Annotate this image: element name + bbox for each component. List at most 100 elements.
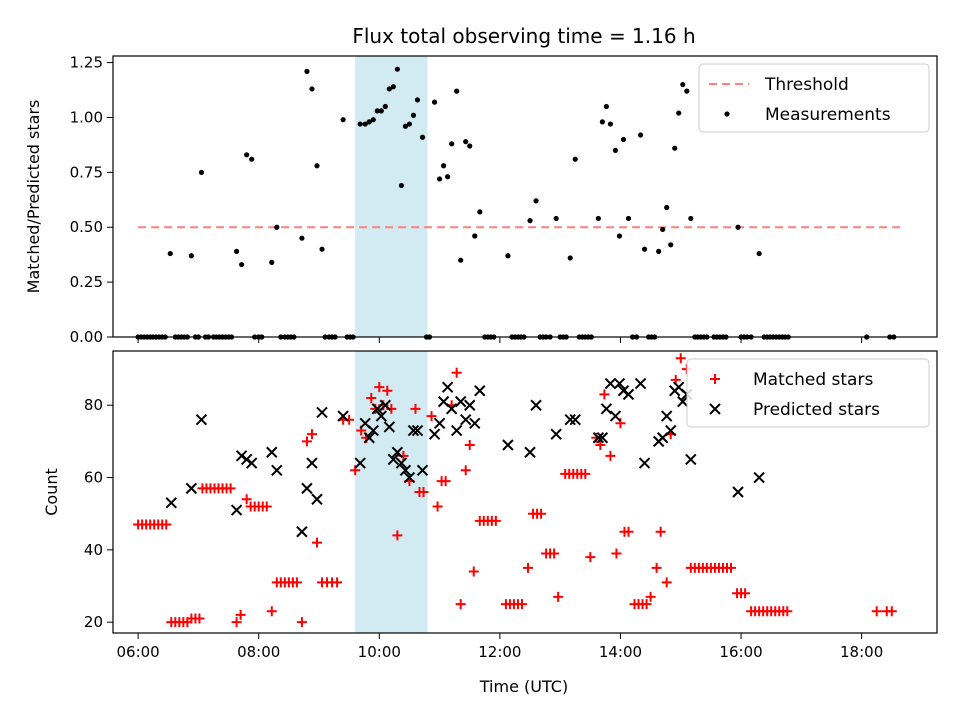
- data-point: [464, 399, 476, 411]
- data-point: [685, 453, 697, 466]
- legend-dot-swatch: [724, 111, 730, 117]
- data-point: [871, 606, 882, 617]
- data-point: [445, 403, 458, 415]
- data-point: [304, 68, 310, 74]
- data-point: [735, 224, 741, 230]
- data-point: [536, 508, 547, 519]
- x-tick-label: 12:00: [478, 643, 521, 661]
- data-point: [195, 413, 208, 426]
- data-point: [623, 526, 634, 537]
- data-point: [436, 176, 443, 182]
- data-point: [403, 471, 416, 484]
- data-point: [580, 468, 591, 479]
- data-point: [230, 504, 243, 516]
- x-tick-label: 06:00: [117, 643, 160, 661]
- data-point: [592, 432, 605, 444]
- data-point: [198, 169, 205, 175]
- data-point: [616, 233, 623, 239]
- data-point: [432, 501, 443, 512]
- data-point: [431, 99, 438, 105]
- data-point: [676, 110, 682, 116]
- data-point: [402, 123, 409, 129]
- data-point: [249, 156, 255, 162]
- series-predicted-stars: [165, 377, 765, 538]
- data-point: [550, 428, 562, 440]
- data-point: [641, 246, 648, 252]
- data-point: [569, 413, 581, 426]
- data-point: [386, 86, 392, 92]
- data-point: [374, 382, 385, 393]
- data-point: [418, 487, 429, 497]
- data-point: [638, 457, 651, 469]
- data-point: [387, 453, 400, 466]
- data-point: [241, 494, 252, 505]
- data-point: [655, 526, 666, 537]
- data-point: [530, 399, 542, 411]
- data-point: [337, 410, 349, 422]
- data-point: [296, 526, 308, 538]
- data-point: [235, 609, 246, 620]
- x-tick-label: 16:00: [719, 643, 762, 661]
- data-point: [664, 424, 677, 437]
- legend-label: Predicted stars: [753, 400, 880, 420]
- data-point: [641, 599, 652, 610]
- data-point: [362, 121, 368, 127]
- data-point: [291, 577, 302, 588]
- data-point: [407, 424, 420, 437]
- data-point: [382, 385, 393, 396]
- data-point: [599, 389, 610, 400]
- data-point: [357, 121, 363, 127]
- data-point: [684, 88, 690, 94]
- data-point: [398, 182, 404, 189]
- data-point: [604, 377, 617, 390]
- data-point: [340, 117, 346, 123]
- y-axis-label: Count: [42, 468, 61, 516]
- data-point: [370, 117, 376, 123]
- y-tick-label: 60: [84, 469, 103, 487]
- data-point: [394, 66, 400, 72]
- data-point: [505, 253, 511, 259]
- data-point: [311, 493, 323, 505]
- data-point: [664, 204, 670, 211]
- data-point: [599, 119, 605, 125]
- data-point: [426, 411, 437, 422]
- data-point: [469, 417, 481, 430]
- data-point: [406, 121, 413, 127]
- data-point: [332, 577, 343, 588]
- data-point: [613, 377, 626, 390]
- x-tick-label: 08:00: [237, 643, 280, 661]
- bottom-panel-counts: 20 40 60 80 06:00 08:00 10:00 12:00 14:00 16:00 18…: [42, 350, 938, 661]
- data-point: [612, 147, 619, 153]
- data-point: [367, 424, 379, 437]
- legend-plus-swatch: [710, 374, 720, 384]
- data-point: [188, 253, 194, 259]
- data-point: [468, 566, 479, 577]
- x-tick-label: 14:00: [599, 643, 642, 661]
- data-point: [656, 248, 662, 254]
- data-point: [449, 141, 455, 147]
- data-point: [266, 606, 277, 617]
- data-point: [194, 613, 205, 624]
- data-point: [410, 112, 417, 118]
- plot-frame: [112, 55, 938, 338]
- legend-label: Matched stars: [753, 370, 873, 390]
- data-point: [428, 428, 441, 440]
- legend-box: [686, 358, 930, 428]
- data-point: [245, 457, 258, 469]
- data-point: [445, 174, 451, 180]
- data-point: [454, 88, 460, 94]
- data-point: [390, 84, 396, 90]
- plot-frame: [112, 350, 938, 634]
- data-point: [595, 215, 601, 222]
- data-point: [374, 108, 380, 114]
- data-point: [523, 562, 534, 573]
- data-point: [231, 617, 242, 628]
- data-point: [756, 250, 762, 257]
- data-point: [474, 385, 486, 397]
- data-point: [533, 198, 539, 204]
- data-point: [309, 86, 315, 92]
- data-point: [371, 403, 383, 415]
- data-point: [382, 103, 388, 110]
- data-point: [460, 413, 472, 426]
- data-point: [411, 424, 424, 437]
